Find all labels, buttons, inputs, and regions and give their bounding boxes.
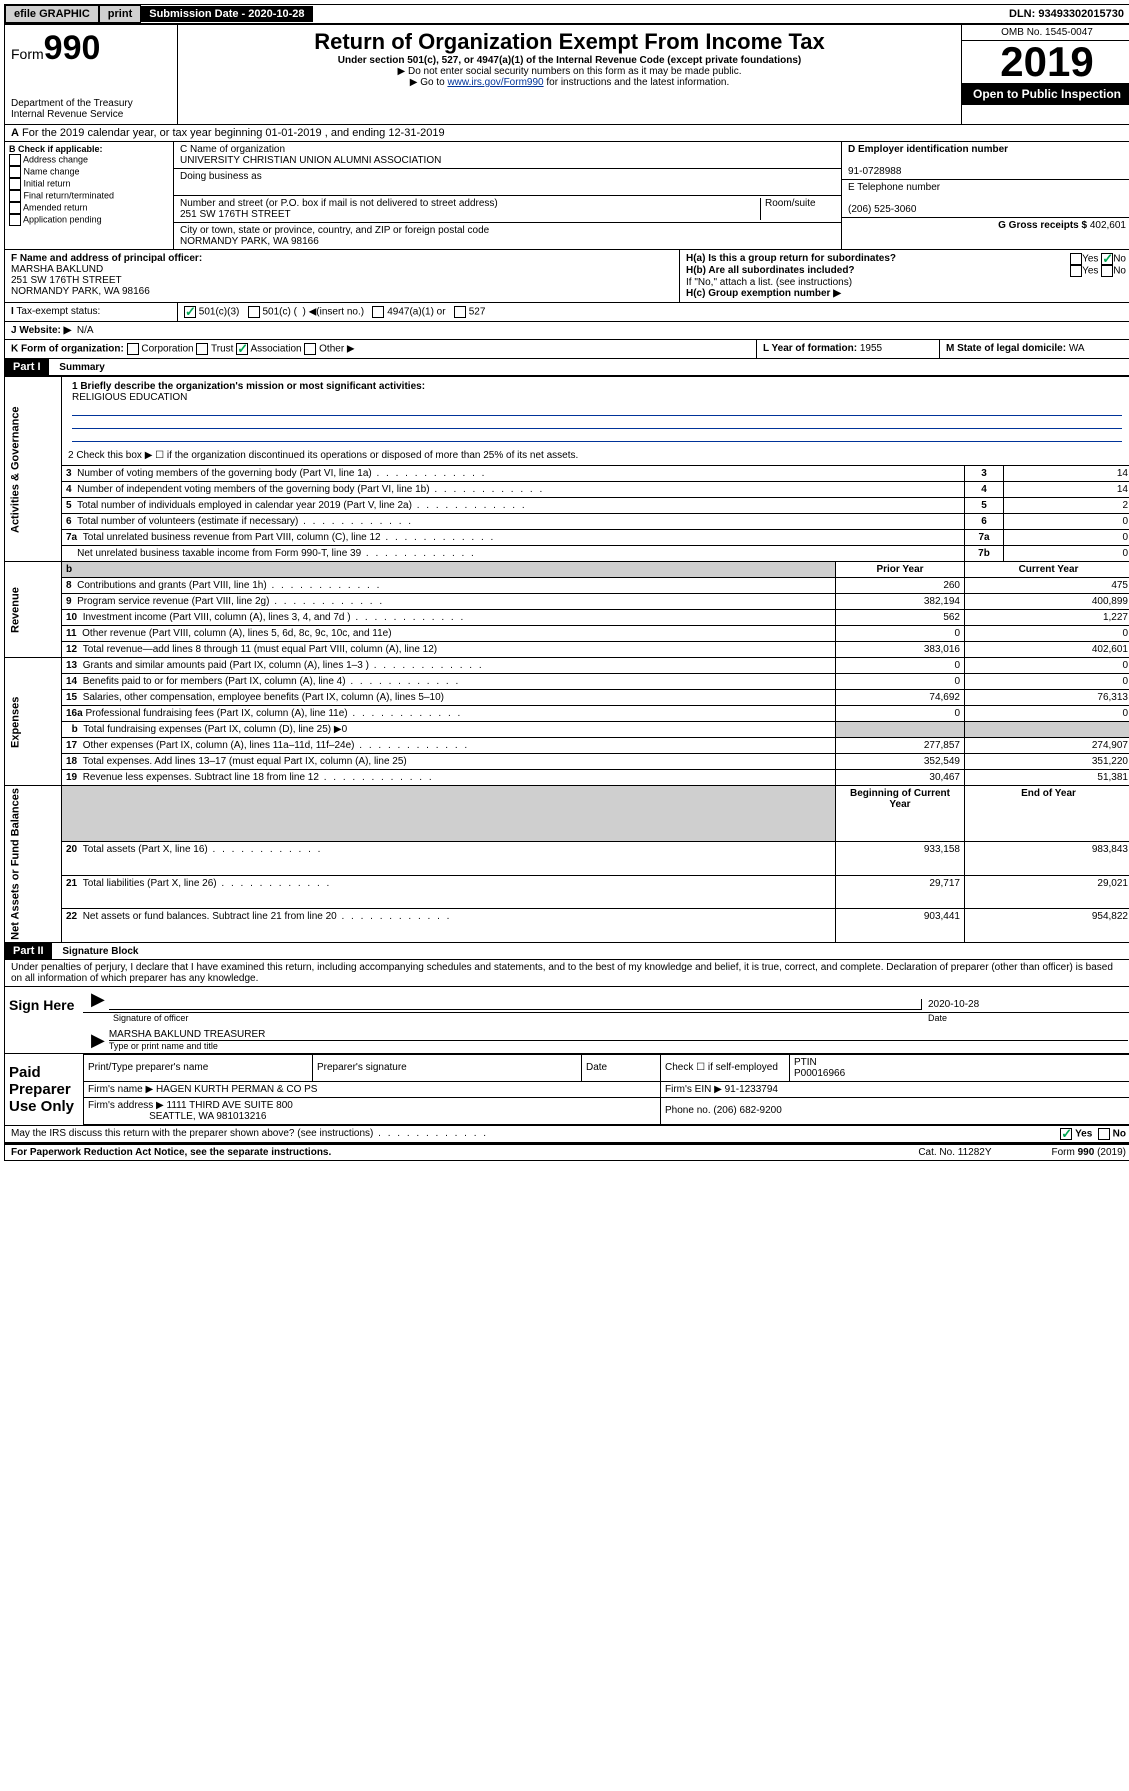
discuss-yes-checkbox[interactable] (1060, 1128, 1072, 1140)
side-net-assets: Net Assets or Fund Balances (5, 786, 62, 943)
paid-preparer-block: Paid Preparer Use Only Print/Type prepar… (4, 1054, 1129, 1126)
box-b: B Check if applicable: Address change Na… (5, 142, 174, 249)
open-public-badge: Open to Public Inspection (962, 83, 1129, 105)
efile-button[interactable]: efile GRAPHIC (5, 5, 99, 23)
501c3-checkbox[interactable] (184, 306, 196, 318)
form-title: Return of Organization Exempt From Incom… (184, 29, 955, 55)
org-form-row: K Form of organization: Corporation Trus… (4, 340, 1129, 359)
mission-text: RELIGIOUS EDUCATION (72, 392, 187, 403)
website-row: J Website: ▶ N/A (4, 322, 1129, 340)
tax-year: 2019 (962, 41, 1129, 83)
gross-receipts: 402,601 (1090, 220, 1126, 231)
part2-header: Part II Signature Block (4, 943, 1129, 960)
box-d: D Employer identification number 91-0728… (842, 142, 1129, 249)
tax-exempt-row: I Tax-exempt status: 501(c)(3) 501(c) ( … (4, 303, 1129, 322)
note-ssn: ▶ Do not enter social security numbers o… (184, 66, 955, 77)
telephone: (206) 525-3060 (848, 204, 916, 215)
side-revenue: Revenue (5, 562, 62, 658)
tax-period: A For the 2019 calendar year, or tax yea… (4, 125, 1129, 142)
dln: DLN: 93493302015730 (1001, 6, 1129, 22)
form-header: Form990 Department of the Treasury Inter… (4, 24, 1129, 125)
org-name: UNIVERSITY CHRISTIAN UNION ALUMNI ASSOCI… (180, 155, 441, 166)
org-address: 251 SW 176TH STREET (180, 209, 291, 220)
firm-name: HAGEN KURTH PERMAN & CO PS (156, 1084, 318, 1095)
note-goto: ▶ Go to www.irs.gov/Form990 for instruct… (184, 77, 955, 88)
top-bar: efile GRAPHIC print Submission Date - 20… (4, 4, 1129, 24)
side-expenses: Expenses (5, 658, 62, 786)
discuss-row: May the IRS discuss this return with the… (4, 1126, 1129, 1143)
firm-ein: 91-1233794 (725, 1084, 778, 1095)
officer-group-block: F Name and address of principal officer:… (4, 250, 1129, 303)
print-button[interactable]: print (99, 5, 141, 23)
summary-table: Activities & Governance 1 Briefly descri… (4, 376, 1129, 943)
declaration: Under penalties of perjury, I declare th… (4, 960, 1129, 987)
irs-link[interactable]: www.irs.gov/Form990 (447, 77, 543, 88)
org-city: NORMANDY PARK, WA 98166 (180, 236, 319, 247)
irs-label: Internal Revenue Service (11, 109, 171, 120)
box-c: C Name of organization UNIVERSITY CHRIST… (174, 142, 842, 249)
entity-info-block: B Check if applicable: Address change Na… (4, 142, 1129, 250)
sign-here-block: Sign Here ▶ 2020-10-28 Signature of offi… (4, 987, 1129, 1054)
officer-name: MARSHA BAKLUND (11, 264, 103, 275)
footer-row: For Paperwork Reduction Act Notice, see … (4, 1143, 1129, 1161)
officer-printed-name: MARSHA BAKLUND TREASURER (109, 1029, 1128, 1041)
form-subtitle: Under section 501(c), 527, or 4947(a)(1)… (184, 55, 955, 66)
ptin: P00016966 (794, 1068, 845, 1079)
submission-date: Submission Date - 2020-10-28 (141, 6, 312, 22)
dept-treasury: Department of the Treasury (11, 98, 171, 109)
form-number: Form990 (11, 29, 171, 68)
discuss-no-checkbox[interactable] (1098, 1128, 1110, 1140)
part1-header: Part I Summary (4, 359, 1129, 376)
firm-phone: (206) 682-9200 (713, 1105, 781, 1116)
ein: 91-0728988 (848, 166, 901, 177)
side-governance: Activities & Governance (5, 377, 62, 562)
